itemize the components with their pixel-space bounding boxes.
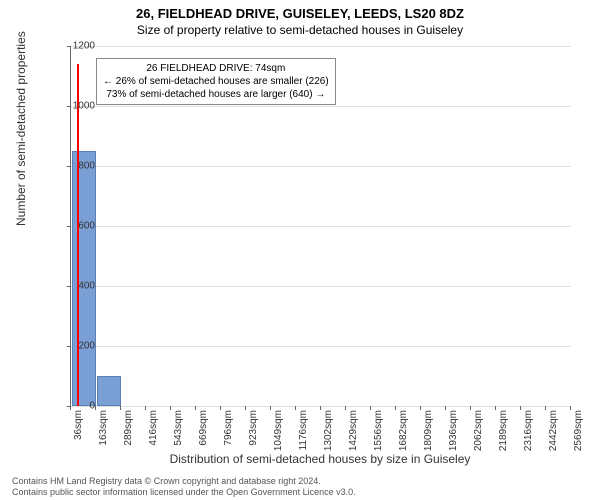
xtick-mark	[170, 406, 171, 410]
gridline	[71, 166, 571, 167]
annotation-line: 73% of semi-detached houses are larger (…	[103, 88, 329, 101]
xtick-label: 1682sqm	[398, 410, 409, 451]
x-axis-label: Distribution of semi-detached houses by …	[70, 452, 570, 466]
xtick-label: 36sqm	[73, 410, 84, 440]
xtick-label: 2062sqm	[473, 410, 484, 451]
xtick-mark	[270, 406, 271, 410]
xtick-label: 1176sqm	[298, 410, 309, 450]
xtick-mark	[70, 406, 71, 410]
ytick-label: 1000	[73, 101, 95, 112]
xtick-label: 923sqm	[248, 410, 259, 446]
xtick-mark	[345, 406, 346, 410]
property-marker-line	[77, 64, 79, 406]
gridline	[71, 226, 571, 227]
gridline	[71, 46, 571, 47]
xtick-label: 2316sqm	[523, 410, 534, 451]
xtick-label: 1556sqm	[373, 410, 384, 451]
xtick-label: 1302sqm	[323, 410, 334, 451]
xtick-label: 1049sqm	[273, 410, 284, 451]
ytick-mark	[67, 106, 71, 107]
xtick-label: 163sqm	[98, 410, 109, 446]
xtick-mark	[195, 406, 196, 410]
xtick-label: 289sqm	[123, 410, 134, 446]
xtick-label: 416sqm	[148, 410, 159, 446]
annotation-line: ← 26% of semi-detached houses are smalle…	[103, 75, 329, 88]
ytick-mark	[67, 46, 71, 47]
ytick-label: 800	[78, 161, 95, 172]
gridline	[71, 346, 571, 347]
xtick-label: 2189sqm	[498, 410, 509, 451]
xtick-mark	[320, 406, 321, 410]
annotation-line: 26 FIELDHEAD DRIVE: 74sqm	[103, 62, 329, 75]
ytick-mark	[67, 286, 71, 287]
ytick-mark	[67, 346, 71, 347]
gridline	[71, 286, 571, 287]
ytick-mark	[67, 166, 71, 167]
y-axis-label: Number of semi-detached properties	[14, 31, 28, 226]
footer-text: Contains HM Land Registry data © Crown c…	[12, 476, 356, 499]
xtick-label: 1936sqm	[448, 410, 459, 451]
xtick-mark	[245, 406, 246, 410]
chart-container: 26, FIELDHEAD DRIVE, GUISELEY, LEEDS, LS…	[0, 0, 600, 500]
histogram-bar	[97, 376, 121, 406]
ytick-label: 0	[89, 401, 95, 412]
gridline	[71, 406, 571, 407]
page-subtitle: Size of property relative to semi-detach…	[0, 21, 600, 37]
xtick-mark	[120, 406, 121, 410]
xtick-mark	[420, 406, 421, 410]
ytick-mark	[67, 226, 71, 227]
xtick-label: 1809sqm	[423, 410, 434, 451]
footer-line-1: Contains HM Land Registry data © Crown c…	[12, 476, 356, 487]
ytick-label: 600	[78, 221, 95, 232]
xtick-mark	[295, 406, 296, 410]
xtick-label: 543sqm	[173, 410, 184, 446]
xtick-label: 2442sqm	[548, 410, 559, 451]
gridline	[71, 106, 571, 107]
histogram-bar	[72, 151, 96, 406]
ytick-label: 400	[78, 281, 95, 292]
xtick-mark	[570, 406, 571, 410]
ytick-label: 200	[78, 341, 95, 352]
chart-area: 26 FIELDHEAD DRIVE: 74sqm← 26% of semi-d…	[70, 46, 570, 406]
xtick-mark	[395, 406, 396, 410]
xtick-label: 669sqm	[198, 410, 209, 446]
xtick-mark	[470, 406, 471, 410]
xtick-mark	[220, 406, 221, 410]
xtick-mark	[145, 406, 146, 410]
xtick-mark	[520, 406, 521, 410]
page-title: 26, FIELDHEAD DRIVE, GUISELEY, LEEDS, LS…	[0, 0, 600, 21]
ytick-label: 1200	[73, 41, 95, 52]
annotation-box: 26 FIELDHEAD DRIVE: 74sqm← 26% of semi-d…	[96, 58, 336, 105]
xtick-mark	[445, 406, 446, 410]
footer-line-2: Contains public sector information licen…	[12, 487, 356, 498]
xtick-label: 1429sqm	[348, 410, 359, 451]
xtick-label: 2569sqm	[573, 410, 584, 451]
xtick-mark	[495, 406, 496, 410]
xtick-mark	[370, 406, 371, 410]
xtick-mark	[545, 406, 546, 410]
xtick-label: 796sqm	[223, 410, 234, 446]
